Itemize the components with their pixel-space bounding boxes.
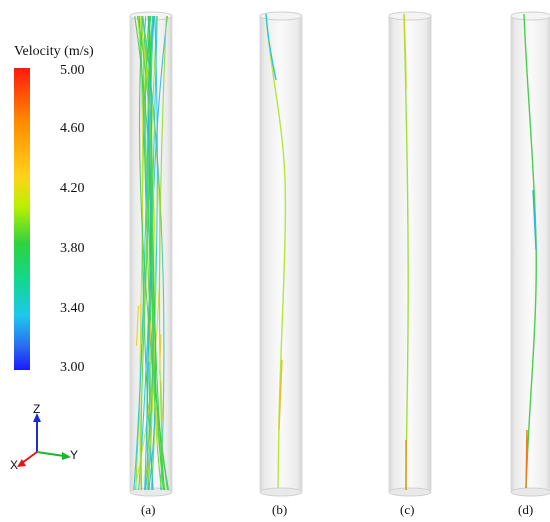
legend-tick: 4.60 — [60, 121, 85, 136]
pipe-d — [510, 11, 550, 497]
streamline-bundle-a — [133, 15, 170, 491]
panel-label-d: (d) — [518, 502, 534, 517]
legend-tick: 5.00 — [60, 63, 85, 78]
streamline-a-highspeed — [135, 305, 140, 346]
x-axis-label: X — [10, 458, 19, 472]
streamline-a-highspeed — [159, 334, 162, 375]
streamline-b — [265, 13, 287, 489]
streamline-a — [147, 15, 157, 491]
streamline-a — [140, 15, 156, 491]
legend-tick: 4.20 — [60, 181, 85, 196]
streamline-a — [158, 15, 167, 491]
legend-tick: 3.80 — [60, 241, 85, 256]
panel-label-a: (a) — [141, 502, 156, 517]
panel-label-b: (b) — [272, 502, 288, 517]
velocity-colorbar — [14, 68, 30, 370]
legend-tick: 3.00 — [60, 360, 85, 375]
legend-tick: 3.40 — [60, 301, 85, 316]
pipe-c — [388, 11, 432, 497]
pipe-b — [259, 11, 303, 497]
z-axis-label: Z — [33, 402, 41, 416]
streamline-a-highspeed — [155, 404, 158, 445]
streamline-a — [133, 15, 154, 491]
pipe-a — [129, 11, 173, 497]
legend-title: Velocity (m/s) — [14, 44, 94, 59]
panel-label-c: (c) — [400, 502, 415, 517]
streamline-a — [137, 15, 144, 491]
coordinate-triad — [17, 413, 71, 467]
streamline-a-highspeed — [140, 303, 143, 344]
streamline-a-highspeed — [148, 321, 152, 362]
streamline-a — [140, 15, 150, 491]
streamline-a — [136, 15, 163, 491]
y-axis-label: Y — [70, 448, 79, 462]
streamline-a-highspeed — [160, 380, 163, 421]
streamline-a — [144, 15, 168, 491]
